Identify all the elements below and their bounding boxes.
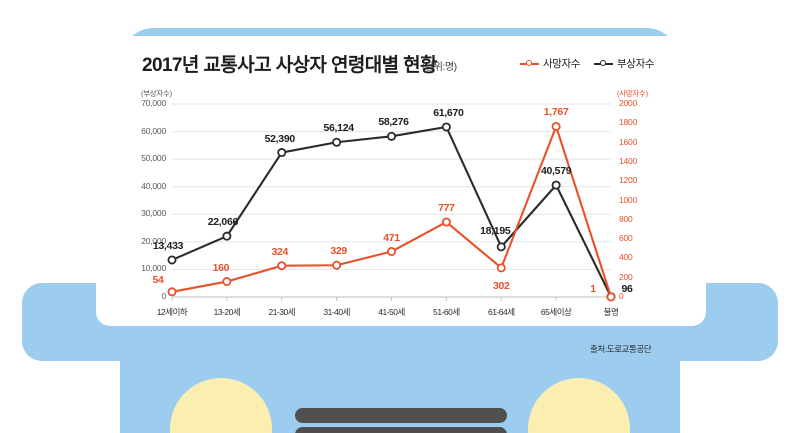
data-point-label: 61,670	[433, 106, 464, 119]
chart-title: 2017년 교통사고 사상자 연령대별 현황	[142, 55, 438, 76]
y-axis-tick-label: 0	[161, 291, 166, 301]
x-axis-category-label: 12세이하	[156, 307, 188, 317]
legend-label-death: 사망자수	[543, 58, 581, 70]
y2-axis-tick-label: 1800	[619, 117, 638, 128]
data-point-label: 22,066	[207, 216, 239, 229]
chart-unit-note: (단위:명)	[422, 62, 457, 73]
y-axis-tick-label: 50,000	[141, 153, 166, 164]
data-point-label: 96	[621, 282, 633, 295]
data-point-label: 40,579	[540, 165, 572, 178]
legend-label-injury: 부상자수	[617, 58, 655, 70]
y-axis-tick-label: 70,000	[141, 98, 166, 108]
data-point-label: 52,390	[264, 132, 296, 145]
x-axis-category-label: 13-20세	[213, 307, 241, 317]
x-axis-category-label: 65세이상	[540, 307, 572, 317]
y2-axis-tick-label: 200	[619, 271, 633, 282]
data-point-label: 56,124	[323, 122, 354, 135]
data-point-label: 324	[271, 245, 289, 258]
chart-panel	[96, 36, 706, 326]
data-point-label: 302	[492, 279, 510, 292]
y2-axis-tick-label: 600	[619, 233, 633, 244]
data-point-label: 1,767	[543, 106, 569, 119]
data-point-label: 329	[330, 245, 347, 258]
y-axis-tick-label: 30,000	[141, 208, 166, 219]
chart-legend: 사망자수 부상자수	[520, 56, 654, 71]
y2-axis-tick-label: 400	[619, 252, 633, 263]
x-axis-category-label: 불명	[603, 307, 619, 317]
y2-axis-tick-label: 1000	[619, 194, 638, 205]
left-axis-unit: (부상자수)	[141, 89, 172, 98]
y2-axis-tick-label: 1200	[619, 175, 638, 186]
x-axis-category-label: 41-50세	[378, 307, 405, 317]
y2-axis-tick-label: 1600	[619, 136, 638, 147]
data-point-label: 13,433	[152, 239, 184, 252]
data-point-label: 777	[438, 202, 455, 215]
data-point-label: 471	[383, 231, 400, 244]
data-point-label: 18,195	[480, 224, 511, 237]
y-axis-tick-label: 60,000	[141, 125, 166, 136]
legend-item-injury[interactable]: 부상자수	[594, 56, 654, 71]
legend-item-death[interactable]: 사망자수	[520, 56, 580, 71]
y2-axis-tick-label: 0	[619, 291, 624, 301]
source-note: 출처:도로교통공단	[590, 344, 652, 354]
y-axis-tick-label: 20,000	[141, 235, 166, 246]
data-point-label: 58,276	[378, 116, 409, 129]
y2-axis-tick-label: 2000	[619, 98, 638, 108]
legend-marker-death-icon	[520, 59, 539, 69]
x-axis-category-label: 31-40세	[323, 307, 350, 317]
y2-axis-tick-label: 1400	[619, 155, 638, 166]
data-point-label: 160	[212, 261, 230, 274]
legend-marker-injury-icon	[594, 59, 614, 69]
data-point-label: 1	[590, 282, 596, 295]
x-axis-category-label: 51-60세	[433, 307, 460, 317]
car-grille-bar-top	[295, 408, 507, 423]
car-grille-bar-bottom	[295, 427, 507, 433]
data-point-label: 54	[152, 273, 164, 286]
y-axis-tick-label: 10,000	[141, 263, 166, 274]
right-axis-unit: (사망자수)	[617, 89, 648, 98]
y2-axis-tick-label: 800	[619, 213, 633, 224]
y-axis-tick-label: 40,000	[141, 180, 166, 191]
x-axis-category-label: 21-30세	[268, 307, 296, 317]
x-axis-category-label: 61-64세	[487, 307, 515, 317]
